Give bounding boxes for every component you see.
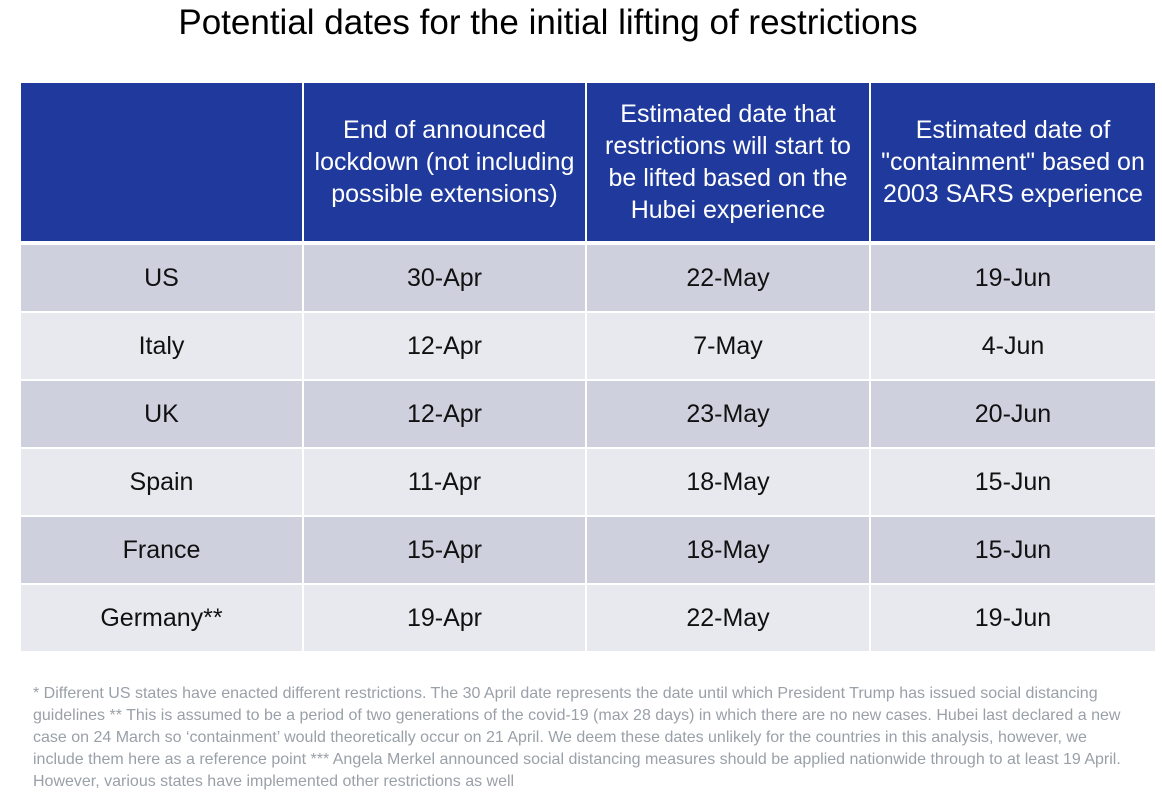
cell-lockdown-end: 11-Apr bbox=[304, 449, 587, 517]
cell-sars-containment: 4-Jun bbox=[871, 313, 1155, 381]
table-row: US 30-Apr 22-May 19-Jun bbox=[21, 245, 1155, 313]
cell-sars-containment: 19-Jun bbox=[871, 245, 1155, 313]
cell-hubei-lift: 22-May bbox=[587, 245, 871, 313]
table-header-row: End of announced lockdown (not including… bbox=[21, 83, 1155, 245]
table-row: UK 12-Apr 23-May 20-Jun bbox=[21, 381, 1155, 449]
table-row: Italy 12-Apr 7-May 4-Jun bbox=[21, 313, 1155, 381]
table-row: Germany** 19-Apr 22-May 19-Jun bbox=[21, 585, 1155, 651]
cell-sars-containment: 15-Jun bbox=[871, 449, 1155, 517]
table-row: France 15-Apr 18-May 15-Jun bbox=[21, 517, 1155, 585]
cell-country: UK bbox=[21, 381, 304, 449]
header-lockdown-end: End of announced lockdown (not including… bbox=[304, 83, 587, 245]
header-country bbox=[21, 83, 304, 245]
cell-lockdown-end: 12-Apr bbox=[304, 313, 587, 381]
table-row: Spain 11-Apr 18-May 15-Jun bbox=[21, 449, 1155, 517]
cell-country: US bbox=[21, 245, 304, 313]
cell-hubei-lift: 22-May bbox=[587, 585, 871, 651]
cell-lockdown-end: 12-Apr bbox=[304, 381, 587, 449]
cell-hubei-lift: 18-May bbox=[587, 517, 871, 585]
cell-hubei-lift: 18-May bbox=[587, 449, 871, 517]
footnote: * Different US states have enacted diffe… bbox=[33, 685, 1121, 790]
header-hubei-lift: Estimated date that restrictions will st… bbox=[587, 83, 871, 245]
cell-country: Italy bbox=[21, 313, 304, 381]
cell-sars-containment: 19-Jun bbox=[871, 585, 1155, 651]
header-sars-containment: Estimated date of "containment" based on… bbox=[871, 83, 1155, 245]
cell-country: Germany** bbox=[21, 585, 304, 651]
lifting-dates-table: End of announced lockdown (not including… bbox=[21, 83, 1155, 651]
cell-country: Spain bbox=[21, 449, 304, 517]
cell-lockdown-end: 30-Apr bbox=[304, 245, 587, 313]
cell-sars-containment: 15-Jun bbox=[871, 517, 1155, 585]
cell-country: France bbox=[21, 517, 304, 585]
cell-sars-containment: 20-Jun bbox=[871, 381, 1155, 449]
cell-hubei-lift: 7-May bbox=[587, 313, 871, 381]
cell-hubei-lift: 23-May bbox=[587, 381, 871, 449]
cell-lockdown-end: 19-Apr bbox=[304, 585, 587, 651]
page-title: Potential dates for the initial lifting … bbox=[178, 3, 918, 42]
cell-lockdown-end: 15-Apr bbox=[304, 517, 587, 585]
